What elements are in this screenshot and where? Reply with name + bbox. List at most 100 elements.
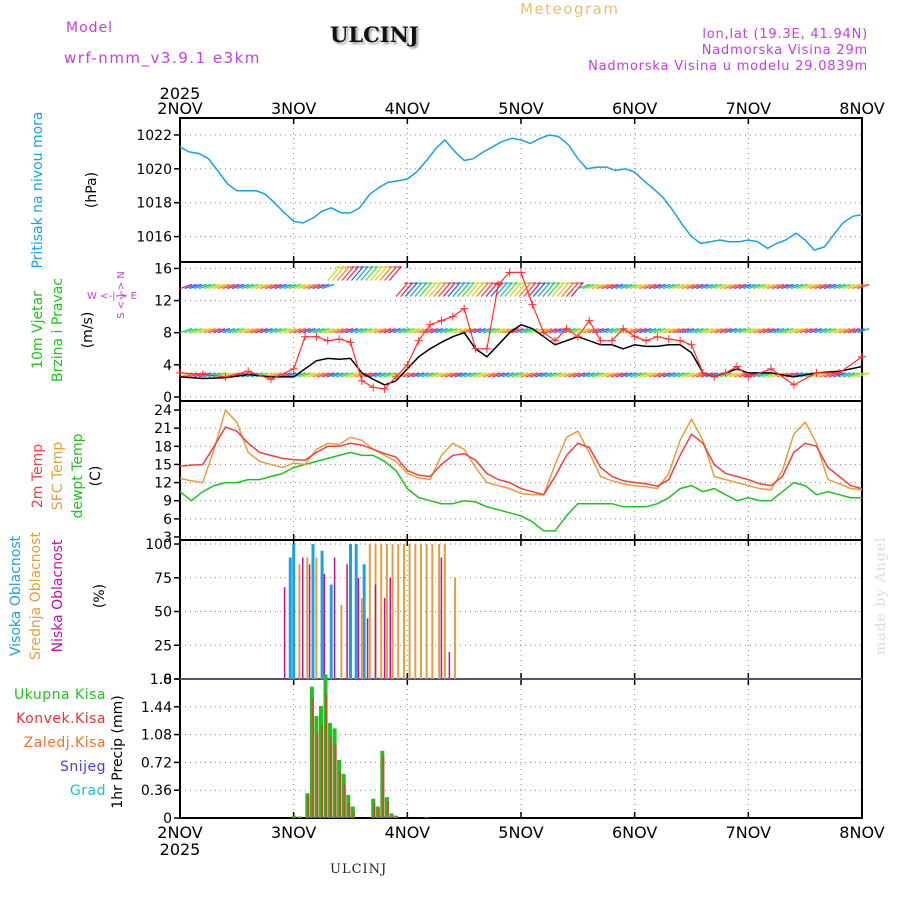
wind-arrowhead (713, 328, 718, 331)
date-label-top: 7NOV (726, 99, 771, 118)
wind-arrowhead (405, 328, 411, 331)
wind-arrowhead (268, 328, 273, 331)
wind-arrowhead (595, 283, 600, 287)
wind-arrowhead (453, 328, 458, 331)
wind-arrowhead (699, 283, 704, 287)
wind-arrowhead (661, 372, 666, 375)
ytick-label-temperature: 15 (154, 457, 172, 473)
wind-arrowhead (320, 372, 325, 375)
precip-bar-konvekkisa (320, 725, 323, 818)
wind-gust-marker (198, 370, 207, 379)
wind-arrowhead (382, 328, 387, 331)
precip-legend-item: Konvek.Kisa (16, 711, 106, 727)
wind-arrowhead (779, 283, 785, 287)
wind-arrowhead (751, 328, 756, 331)
wind-gust-marker (767, 364, 776, 373)
wind-arrowhead (413, 281, 418, 285)
ytick-label-precip: 1.08 (141, 728, 172, 744)
wind-arrowhead (666, 283, 671, 287)
wind-arrowhead (263, 328, 268, 331)
wind-arrowhead (292, 328, 297, 331)
wind-arrowhead (571, 372, 576, 375)
pressure-title: Pritisak na nivou mora (30, 111, 46, 268)
wind-arrowhead (410, 372, 415, 375)
wind-arrowhead (784, 372, 789, 375)
wind-gust-marker (482, 344, 491, 353)
lonlat-label: lon,lat (19.3E, 41.94N) (702, 27, 868, 42)
wind-arrowhead (382, 372, 387, 375)
wind-arrowhead (353, 328, 358, 331)
wind-arrowhead (680, 372, 685, 375)
wind-arrowhead (689, 328, 695, 331)
wind-gust-marker (732, 362, 741, 371)
wind-arrowhead (282, 328, 287, 331)
wind-arrowhead (595, 372, 600, 375)
wind-arrowhead (576, 372, 581, 375)
compass-ns: S <-|-> N (116, 271, 127, 319)
precip-bar-konvekkisa (316, 733, 319, 818)
wind-arrow (466, 282, 480, 297)
wind-arrowhead (718, 328, 723, 331)
precip-bar-konvekkisa (386, 801, 389, 818)
wind-gust-marker (642, 336, 651, 345)
wind-arrowhead (378, 265, 383, 269)
wind-arrow (350, 266, 364, 281)
wind-arrow (438, 282, 452, 297)
wind-arrowhead (789, 372, 794, 375)
wind-arrowhead (803, 372, 808, 375)
wind-arrowhead (694, 283, 699, 287)
cloud-title-low: Niska Oblacnost (50, 539, 66, 652)
wind-arrowhead (865, 372, 870, 375)
ytick-label-pressure: 1020 (136, 162, 172, 178)
precip-bar-konvekkisa (373, 802, 376, 818)
wind-arrowhead (273, 328, 278, 331)
wind-arrowhead (803, 283, 808, 287)
wind-arrowhead (633, 283, 638, 287)
wind-arrowhead (560, 281, 565, 285)
wind-arrowhead (386, 372, 392, 375)
wind-title2: Brzina i Pravac (50, 278, 66, 382)
wind-arrowhead (623, 372, 628, 375)
wind-arrowhead (564, 281, 570, 285)
wind-arrowhead (614, 372, 619, 375)
wind-arrowhead (770, 283, 775, 287)
wind-arrowhead (694, 328, 699, 331)
wind-arrowhead (628, 328, 633, 331)
wind-arrowhead (364, 265, 369, 269)
wind-arrowhead (789, 283, 794, 287)
wind-arrowhead (448, 328, 453, 331)
ytick-label-temperature: 12 (154, 476, 172, 492)
wind-arrowhead (481, 328, 486, 331)
wind-arrow (332, 266, 345, 281)
wind-arrowhead (514, 372, 519, 375)
wind-gust-marker (517, 268, 525, 277)
ytick-label-temperature: 24 (154, 403, 172, 419)
wind-arrowhead (798, 283, 804, 287)
wind-arrowhead (216, 328, 221, 331)
wind-arrowhead (571, 328, 576, 331)
wind-arrow (414, 282, 428, 297)
wind-arrow (570, 282, 584, 297)
wind-arrowhead (451, 281, 456, 285)
temp-ylabel: (C) (88, 466, 104, 487)
wind-arrowhead (457, 328, 463, 331)
wind-arrowhead (827, 328, 832, 331)
wind-arrowhead (436, 281, 442, 285)
wind-arrowhead (831, 328, 837, 331)
date-label-top: 8NOV (839, 99, 884, 118)
wind-arrow (556, 282, 570, 297)
ytick-label-precip: 0.36 (141, 783, 172, 799)
wind-arrowhead (306, 283, 311, 287)
wind-arrowhead (831, 283, 837, 287)
wind-arrowhead (860, 372, 865, 375)
date-label-bottom: 4NOV (385, 823, 430, 842)
wind-arrowhead (855, 328, 860, 331)
wind-arrowhead (633, 372, 638, 375)
wind-arrowhead (187, 283, 193, 287)
wind-arrowhead (746, 328, 752, 331)
ytick-label-pressure: 1016 (136, 230, 172, 246)
wind-arrowhead (808, 328, 813, 331)
wind-arrowhead (479, 281, 484, 285)
ytick-label-wind: 12 (154, 294, 172, 310)
wind-arrowhead (524, 372, 529, 375)
